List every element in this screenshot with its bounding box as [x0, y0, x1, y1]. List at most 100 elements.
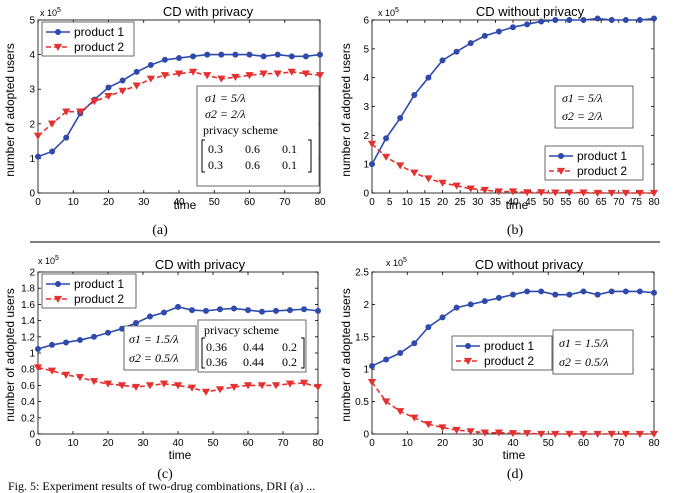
panel-c-m12: 0.2 — [282, 355, 297, 369]
panel-c-series-1-point-9 — [159, 380, 169, 388]
panel-b-series-0-point-15 — [580, 16, 587, 23]
panel-b-ytick-label-3: 3 — [363, 102, 369, 113]
panel-c-legend-marker-0 — [55, 280, 62, 287]
panel-b-sigma2: σ2 = 2/λ — [562, 109, 603, 123]
panel-d-series-0-point-18 — [622, 288, 629, 295]
panel-b-series-1-point-7 — [466, 185, 475, 193]
panel-c-xtick-label-7: 70 — [277, 438, 289, 449]
panel-b-series-0-point-17 — [608, 16, 615, 23]
panel-a-series-0-point-15 — [246, 51, 253, 58]
panel-c-series-1-point-4 — [89, 378, 99, 386]
panel-d-series-0-point-19 — [636, 288, 643, 295]
panel-b-xtick-label-0: 0 — [369, 197, 375, 208]
panel-a-series-0-point-5 — [105, 84, 112, 91]
panel-c-series-1-point-16 — [257, 382, 267, 390]
panel-a-matrix-title: privacy scheme — [203, 123, 278, 137]
panel-b-series-1-point-2 — [396, 162, 405, 170]
panel-a-sigma2: σ2 = 2/λ — [205, 107, 246, 121]
panel-c-m01: 0.44 — [243, 340, 264, 354]
panel-a-legend-marker-0 — [55, 28, 62, 35]
panel-a-ylabel: number of adopted users — [3, 43, 17, 176]
panel-c-series-0-point-10 — [174, 303, 181, 310]
panel-d-series-0-point-11 — [524, 288, 531, 295]
panel-a-ytick-label-1: 1 — [29, 154, 35, 165]
panel-c-ytick-label-3: 0.6 — [21, 381, 35, 392]
panel-c-label: (c) — [157, 467, 173, 482]
panel-b-ytick-label-0: 0 — [363, 189, 369, 200]
panel-d-xtick-label-3: 30 — [472, 438, 484, 449]
panel-c-series-1-point-1 — [47, 367, 57, 375]
panel-a-series-1-point-10 — [174, 70, 184, 78]
panel-c-series-1-point-0 — [33, 364, 43, 372]
panel-b-xtick-label-14: 70 — [613, 197, 625, 208]
panel-b-series-0-point-19 — [636, 16, 643, 23]
panel-a-series-0-point-7 — [133, 68, 140, 75]
panel-c-legend-marker-1 — [53, 295, 63, 303]
panel-d-series-0-point-0 — [368, 362, 375, 369]
panel-c-series-0-point-18 — [286, 307, 293, 314]
panel-b-series-0-point-6 — [453, 48, 460, 55]
panel-c-ytick-label-5: 1 — [29, 349, 35, 360]
panel-a-series-1-point-14 — [231, 73, 240, 81]
panel-b-xtick-label-15: 75 — [631, 197, 643, 208]
panel-d-sigma1: σ1 = 1.5/λ — [559, 336, 609, 350]
panel-c-series-0-point-12 — [202, 307, 209, 314]
panel-a-xtick-label-6: 60 — [244, 197, 256, 208]
panel-a-xtick-label-2: 20 — [103, 197, 115, 208]
panel-d-label: (d) — [507, 467, 524, 482]
panel-a-annotation-box — [196, 85, 320, 187]
panel-c-series-1-point-13 — [215, 386, 225, 394]
panel-c-xtick-label-6: 60 — [242, 438, 254, 449]
panel-a-xtick-label-4: 40 — [173, 197, 185, 208]
panel-d-ytick-label-5: 2.5 — [355, 268, 369, 279]
panel-c-legend-label-0: product 1 — [74, 277, 124, 291]
panel-d-series-0-point-10 — [509, 291, 516, 298]
panel-b-series-0-point-18 — [622, 16, 629, 23]
panel-c-series-1-point-8 — [145, 382, 155, 390]
panel-b-series-1-point-20 — [649, 189, 659, 197]
panel-d-ytick-label-2: 1 — [363, 365, 369, 376]
panel-a-series-1-line — [37, 71, 321, 137]
panel-d-series-1-point-17 — [607, 430, 616, 438]
panel-a-series-1-point-7 — [132, 82, 141, 90]
panel-a-series-1-point-2 — [62, 108, 71, 116]
panel-c-series-0-point-1 — [49, 341, 56, 348]
panel-b-series-1-point-5 — [438, 179, 447, 187]
panel-c-sigma2: σ2 = 0.5/λ — [129, 351, 179, 365]
panel-a-m01: 0.6 — [245, 142, 260, 156]
panel-b-series-0-point-13 — [552, 16, 559, 23]
panel-a-series-1-point-5 — [104, 92, 113, 100]
panel-c-series-1 — [33, 364, 323, 396]
panel-d-series-1-line — [371, 381, 654, 435]
panel-a-series-1-point-11 — [188, 68, 198, 76]
panel-b-exponent: x 105 — [378, 7, 399, 18]
panel-d-series-1-point-12 — [537, 430, 546, 438]
panel-c-xtick-label-2: 20 — [102, 438, 114, 449]
panel-a-series-1-point-8 — [146, 75, 155, 83]
panel-d-series-1-point-16 — [593, 430, 602, 438]
panel-c-series-1-point-3 — [75, 374, 85, 382]
panel-a-series-0-point-1 — [49, 148, 56, 155]
panel-d-series-1-point-0 — [367, 378, 377, 386]
panel-b-xtick-label-10: 50 — [543, 197, 555, 208]
panel-b-series-1-point-10 — [508, 188, 518, 196]
panel-b-sigma1: σ1 = 5/λ — [562, 91, 603, 105]
panel-c-series-0-point-16 — [258, 308, 265, 315]
panel-b-series-0-point-12 — [538, 18, 545, 25]
panel-d-series-0-point-20 — [651, 289, 658, 296]
panel-a-m11: 0.6 — [245, 158, 260, 172]
panel-b-xtick-label-9: 45 — [525, 197, 537, 208]
panel-b-series-1-point-19 — [635, 189, 645, 197]
panel-d-series-1-point-20 — [649, 430, 659, 438]
panel-b-series-1-point-9 — [494, 188, 504, 196]
panel-c-series-1-point-19 — [299, 379, 309, 387]
panel-b-series-0-point-4 — [425, 74, 432, 81]
panel-c-ytick-label-10: 2 — [29, 268, 35, 279]
panel-d-series-1-point-1 — [381, 398, 391, 406]
panel-b-series-1-point-18 — [621, 189, 630, 197]
panel-b-series-0-point-11 — [524, 21, 531, 28]
panel-a-xtick-label-1: 10 — [68, 197, 80, 208]
panel-b-series-0-point-1 — [383, 135, 390, 142]
panel-d-xtick-label-4: 40 — [507, 438, 519, 449]
